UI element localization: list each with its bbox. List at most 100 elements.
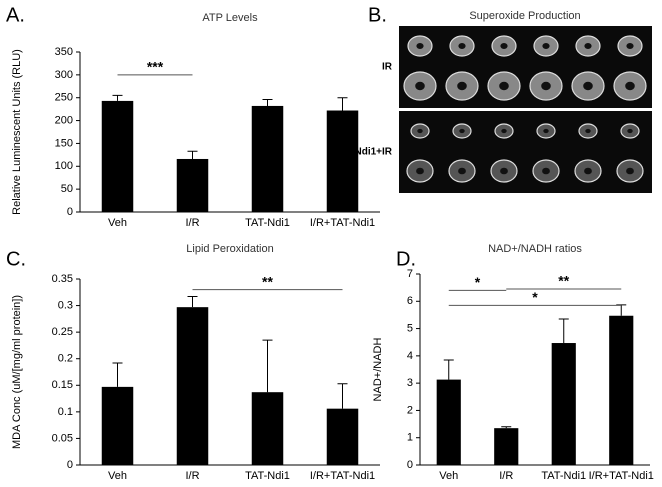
lumen — [542, 167, 550, 175]
error-bar — [112, 362, 123, 387]
error-bar — [112, 94, 123, 101]
error-bar — [262, 99, 273, 106]
bar — [176, 307, 209, 465]
error-bar — [262, 339, 273, 393]
significance-label: * — [532, 289, 538, 305]
chart-title: ATP Levels — [202, 12, 258, 24]
y-tick-label: 0.1 — [58, 406, 73, 418]
y-tick-label: 0 — [67, 206, 73, 218]
lumen — [416, 43, 424, 49]
error-bar — [337, 97, 348, 111]
lumen — [584, 167, 592, 175]
bar — [326, 110, 359, 212]
bar — [251, 392, 284, 465]
bar — [101, 100, 134, 212]
lumen — [585, 128, 591, 134]
y-tick-label: 0.15 — [52, 379, 73, 391]
significance-label: *** — [147, 59, 164, 75]
lumen — [625, 81, 635, 91]
x-tick-label: TAT-Ndi1 — [245, 470, 290, 482]
lumen — [501, 128, 507, 134]
bar — [609, 315, 634, 465]
lumen — [458, 167, 466, 175]
panel-letter: A. — [6, 4, 25, 26]
lumen — [627, 128, 633, 134]
y-tick-label: 6 — [407, 295, 413, 307]
chart-title: NAD+/NADH ratios — [488, 243, 582, 255]
y-tick-label: 0.05 — [52, 432, 73, 444]
lumen — [626, 167, 634, 175]
panel-letter: B. — [368, 4, 387, 26]
lumen — [458, 43, 466, 49]
y-tick-label: 250 — [55, 92, 73, 104]
lumen — [499, 81, 509, 91]
x-tick-label: I/R+TAT-Ndi1 — [589, 470, 654, 482]
y-tick-label: 4 — [407, 350, 413, 362]
significance-label: ** — [262, 273, 273, 289]
y-tick-label: 3 — [407, 377, 413, 389]
error-bar — [187, 296, 198, 308]
y-tick-label: 0 — [67, 459, 73, 471]
error-bar — [187, 150, 198, 159]
x-tick-label: I/R — [499, 470, 513, 482]
y-axis-label: NAD+/NADH — [372, 338, 384, 402]
bar — [326, 408, 359, 465]
lumen — [459, 128, 465, 134]
y-tick-label: 200 — [55, 114, 73, 126]
bar — [101, 386, 134, 465]
y-tick-label: 0.2 — [58, 353, 73, 365]
x-tick-label: I/R — [185, 217, 199, 229]
lumen — [417, 128, 423, 134]
lumen — [457, 81, 467, 91]
error-bar — [443, 359, 454, 380]
x-tick-label: I/R+TAT-Ndi1 — [310, 470, 375, 482]
x-tick-label: I/R+TAT-Ndi1 — [310, 217, 375, 229]
y-axis-label: MDA Conc (uM/[mg/ml protein]) — [11, 295, 23, 449]
panel-letter: C. — [6, 248, 26, 270]
row-label: IR — [382, 62, 393, 73]
x-tick-label: I/R — [185, 470, 199, 482]
bar — [176, 158, 209, 212]
y-tick-label: 300 — [55, 69, 73, 81]
y-tick-label: 50 — [61, 183, 73, 195]
y-tick-label: 5 — [407, 322, 413, 334]
y-tick-label: 7 — [407, 268, 413, 280]
micrograph — [399, 111, 652, 193]
lumen — [500, 43, 508, 49]
y-tick-label: 1 — [407, 432, 413, 444]
chart-title: Lipid Peroxidation — [186, 243, 273, 255]
lumen — [541, 81, 551, 91]
panel-letter: D. — [396, 248, 416, 270]
x-tick-label: Veh — [108, 470, 127, 482]
lumen — [415, 81, 425, 91]
y-tick-label: 2 — [407, 404, 413, 416]
error-bar — [337, 383, 348, 409]
row-label: Ndi1+IR — [354, 147, 392, 158]
lumen — [626, 43, 634, 49]
micrograph — [399, 26, 652, 108]
y-tick-label: 350 — [55, 46, 73, 58]
y-tick-label: 0.25 — [52, 326, 73, 338]
x-tick-label: Veh — [108, 217, 127, 229]
lumen — [500, 167, 508, 175]
y-tick-label: 100 — [55, 160, 73, 172]
y-tick-label: 150 — [55, 137, 73, 149]
y-axis-label: Relative Luminescent Units (RLU) — [11, 49, 23, 215]
image-title: Superoxide Production — [469, 10, 580, 22]
lumen — [542, 43, 550, 49]
lumen — [583, 81, 593, 91]
lumen — [584, 43, 592, 49]
bar — [251, 105, 284, 212]
significance-label: * — [475, 274, 481, 290]
error-bar — [616, 304, 627, 316]
x-tick-label: TAT-Ndi1 — [541, 470, 586, 482]
y-tick-label: 0 — [407, 459, 413, 471]
x-tick-label: Veh — [439, 470, 458, 482]
x-tick-label: TAT-Ndi1 — [245, 217, 290, 229]
lumen — [416, 167, 424, 175]
bar — [436, 379, 461, 465]
significance-label: ** — [558, 273, 569, 289]
error-bar — [501, 426, 512, 429]
bar — [551, 343, 576, 465]
